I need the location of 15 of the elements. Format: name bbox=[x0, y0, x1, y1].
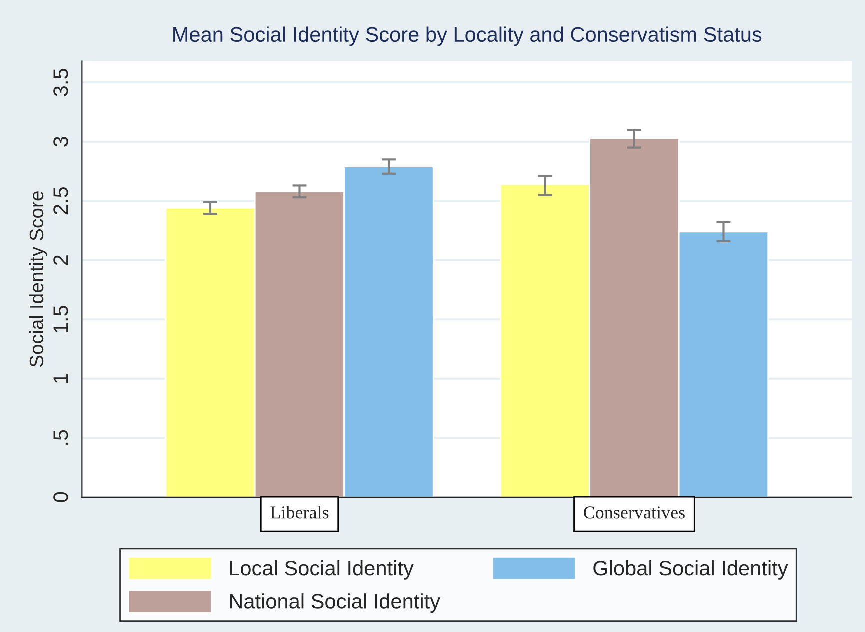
legend-label: National Social Identity bbox=[230, 594, 440, 613]
y-tick-label: 2 bbox=[54, 256, 68, 266]
y-tick-label: 2.5 bbox=[54, 188, 68, 215]
y-tick-label: 3.5 bbox=[54, 69, 68, 96]
x-tick-label: Liberals bbox=[270, 506, 329, 519]
legend-label: Global Social Identity bbox=[594, 560, 788, 580]
y-tick-label: 3 bbox=[54, 137, 68, 147]
y-tick-label: 0 bbox=[54, 492, 68, 502]
x-tick-label: Conservatives bbox=[584, 506, 685, 519]
chart-title: Mean Social Identity Score by Locality and Conservatism Status bbox=[174, 26, 762, 46]
y-tick-label: 1 bbox=[54, 374, 68, 384]
y-axis-title: Social Identity Score bbox=[29, 192, 48, 368]
legend-label: Local Social Identity bbox=[230, 560, 414, 580]
y-tick-label: 1.5 bbox=[54, 306, 68, 333]
y-tick-label: .5 bbox=[54, 430, 68, 445]
